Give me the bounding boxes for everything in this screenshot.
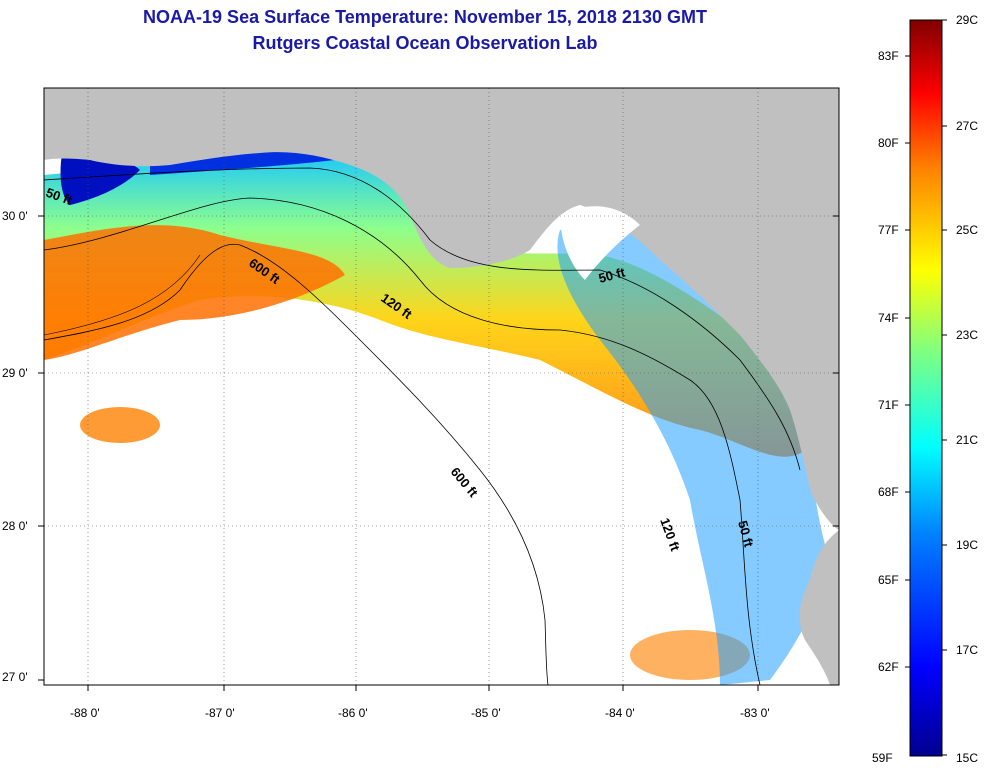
colorbar-c-label: 29C — [956, 13, 978, 27]
colorbar-f-label: 74F — [878, 311, 899, 325]
contour-120ft — [44, 197, 761, 685]
colorbar-ticks — [905, 19, 947, 756]
land-florida-peninsula — [799, 530, 839, 685]
contour-label: 50 ft — [735, 519, 757, 549]
contour-50ft — [44, 167, 801, 471]
graticule — [44, 88, 839, 685]
colorbar-f-label: 59F — [872, 751, 893, 765]
sst-warm-patch — [44, 225, 345, 360]
colorbar-f-label: 80F — [878, 136, 899, 150]
colorbar-f-label: 65F — [878, 573, 899, 587]
map-frame — [43, 87, 840, 686]
lat-label: 28 0' — [2, 519, 28, 533]
colorbar-c-label: 25C — [956, 223, 978, 237]
colorbar-c-label: 27C — [956, 119, 978, 133]
sst-shelf-field — [44, 151, 805, 457]
colorbar-c-label: 15C — [956, 751, 978, 765]
lon-label: -88 0' — [70, 706, 100, 720]
cloud-gap — [560, 206, 640, 280]
lon-label: -85 0' — [471, 706, 501, 720]
lon-label: -87 0' — [205, 706, 235, 720]
colorbar-c-label: 21C — [956, 433, 978, 447]
colorbar-f-label: 77F — [878, 223, 899, 237]
lon-label: -83 0' — [740, 706, 770, 720]
colorbar-c-label: 23C — [956, 328, 978, 342]
colorbar-f-label: 62F — [878, 660, 899, 674]
colorbar — [909, 19, 943, 757]
sst-cool-nearshore — [557, 223, 830, 685]
lon-label: -84 0' — [605, 706, 635, 720]
lat-label: 29 0' — [2, 366, 28, 380]
map-ticks — [38, 215, 839, 691]
map-subtitle: Rutgers Coastal Ocean Observation Lab — [252, 33, 598, 53]
lat-label: 30 0' — [2, 209, 28, 223]
sst-warm-patch-south — [80, 407, 160, 443]
colorbar-f-label: 71F — [878, 398, 899, 412]
map-panel — [44, 88, 839, 685]
land-north-coast — [44, 88, 839, 530]
contour-600ft — [44, 243, 549, 685]
colorbar-f-label: 68F — [878, 485, 899, 499]
lon-label: -86 0' — [338, 706, 368, 720]
map-title: NOAA-19 Sea Surface Temperature: Novembe… — [143, 7, 707, 27]
contour-600ft-inner — [44, 254, 201, 336]
colorbar-c-label: 19C — [956, 538, 978, 552]
contour-label: 50 ft — [597, 264, 627, 286]
colorbar-c-label: 17C — [956, 643, 978, 657]
colorbar-f-label: 83F — [878, 49, 899, 63]
lat-label: 27 0' — [2, 670, 28, 684]
